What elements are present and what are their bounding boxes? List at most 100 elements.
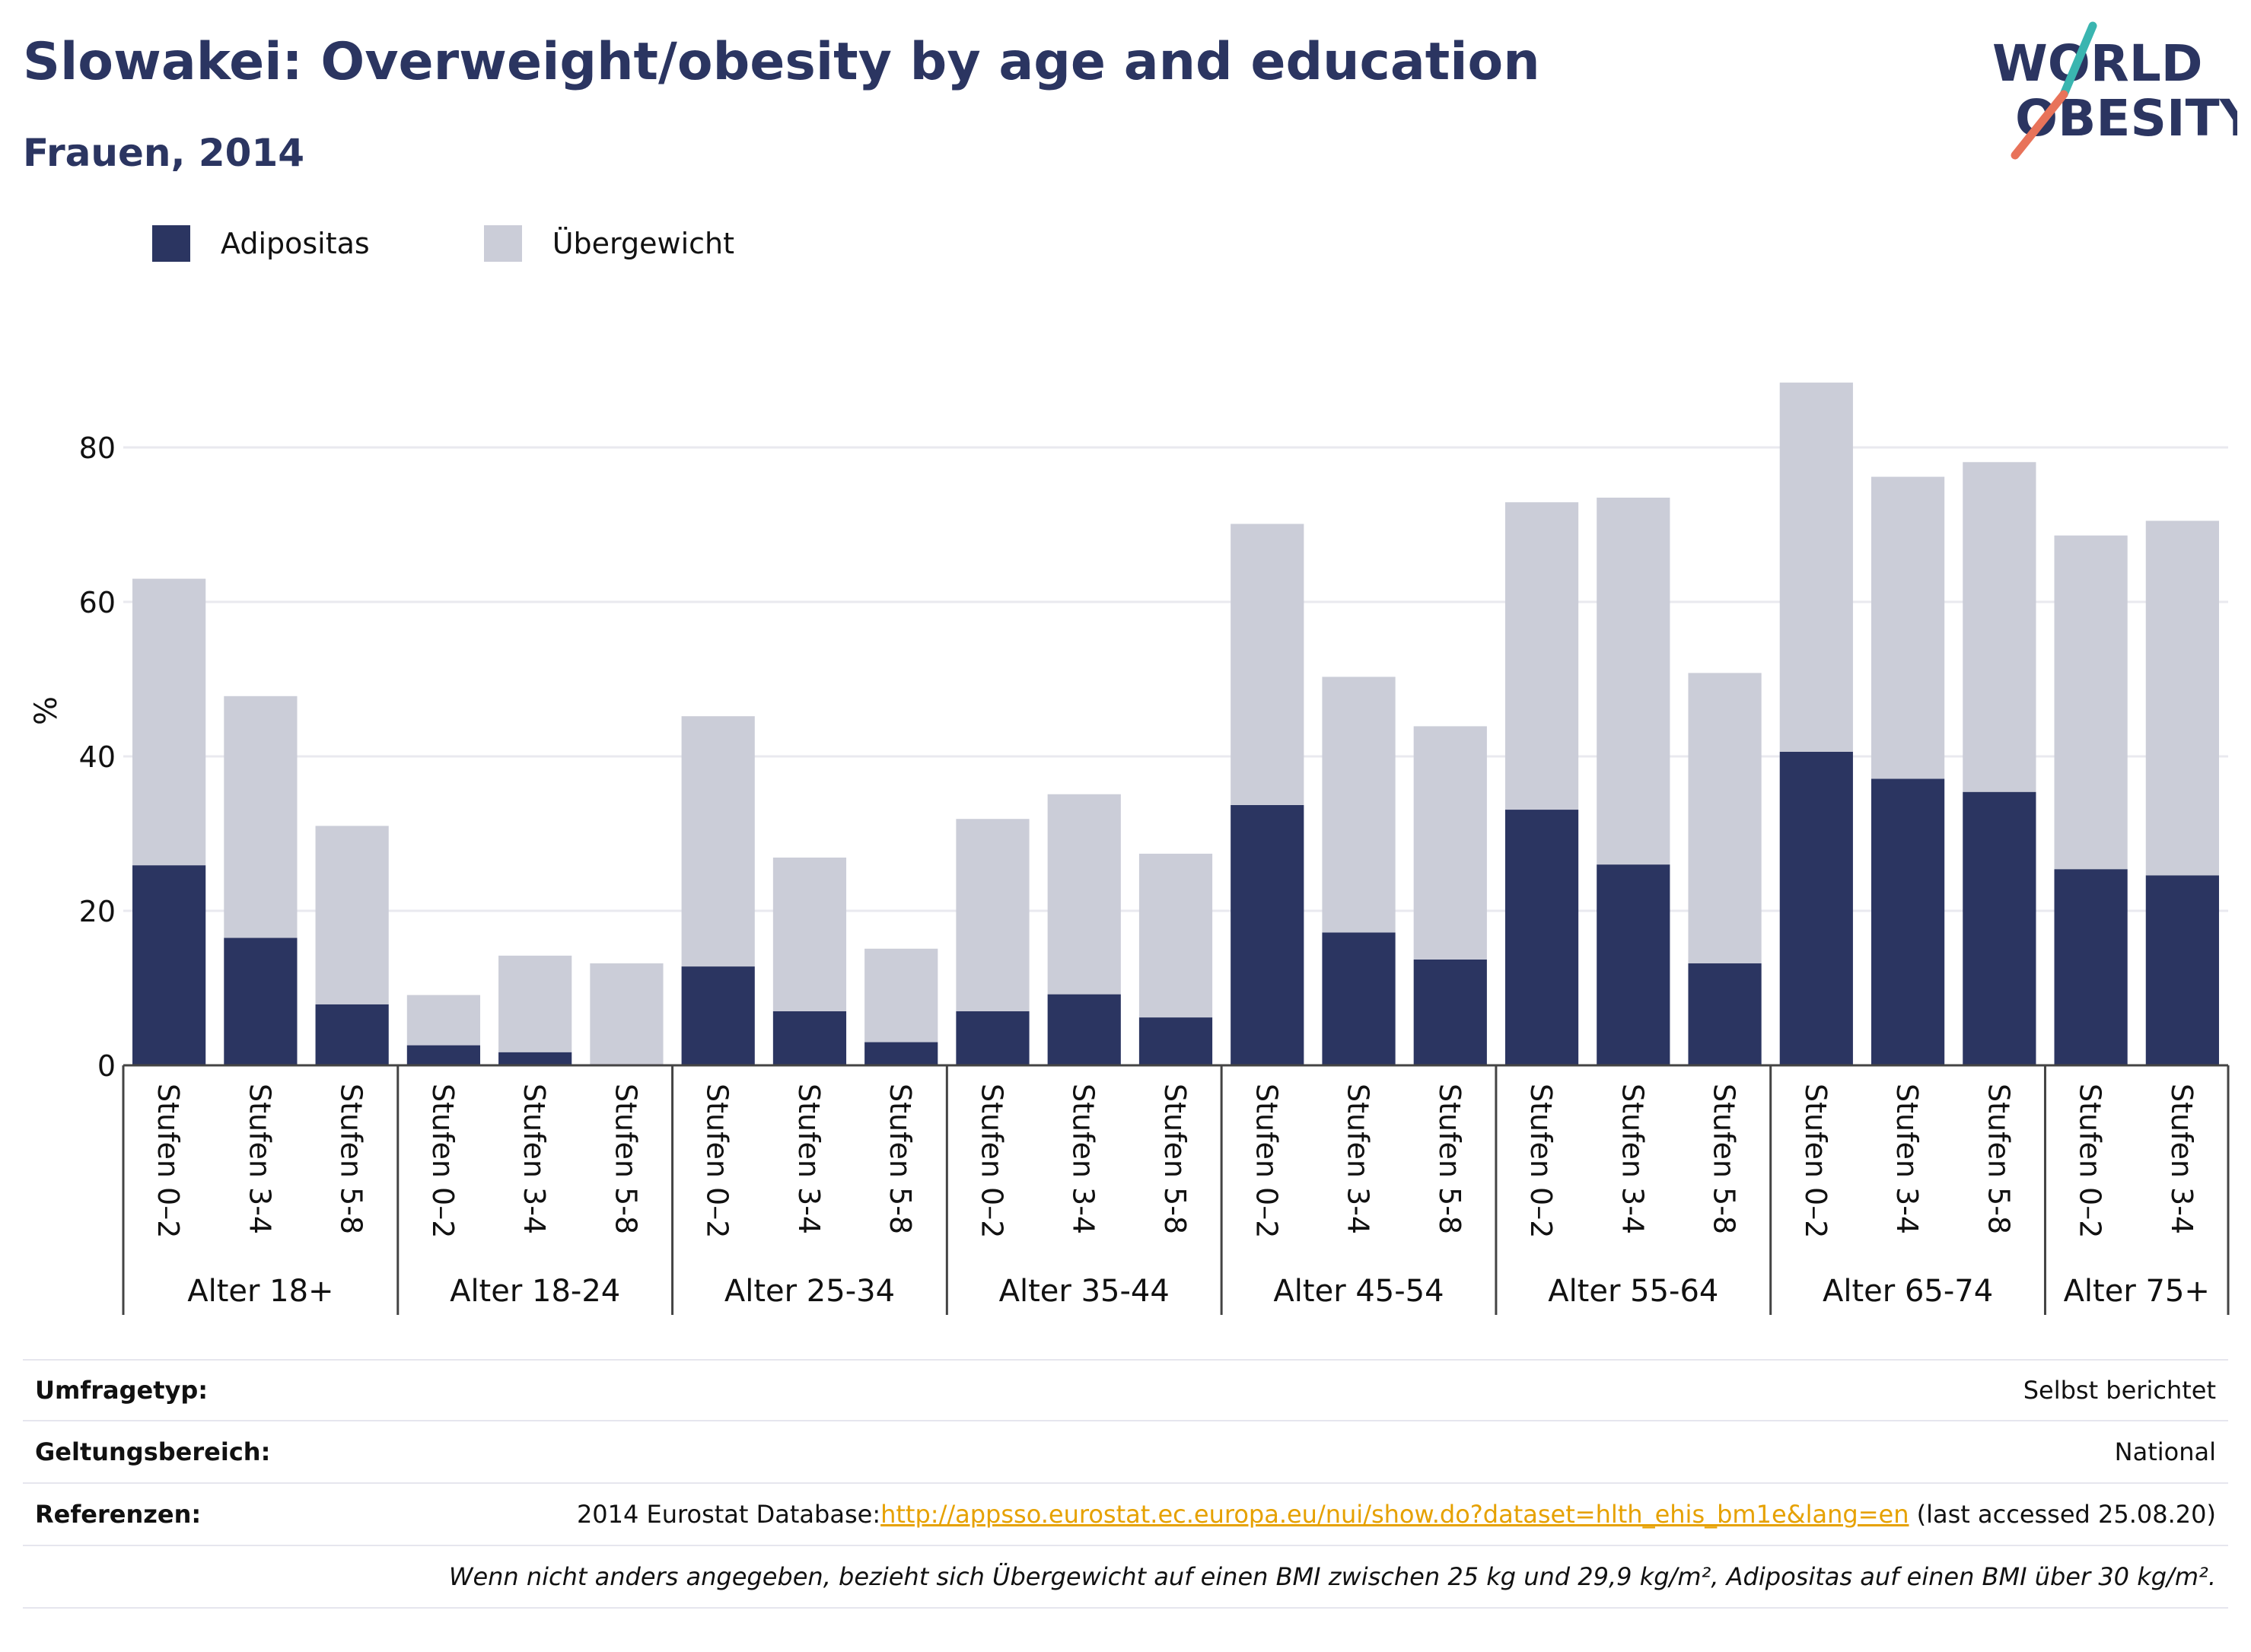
x-tick-label: Stufen 3-4 [243,1084,276,1234]
bar-overweight [224,695,298,938]
x-tick-label: Stufen 0–2 [2074,1084,2107,1238]
bar-overweight [864,948,938,1042]
bar-obesity [864,1042,938,1065]
y-tick-label-60: 60 [79,586,116,619]
references-value: 2014 Eurostat Database:http://appsso.eur… [577,1500,2216,1529]
bar-obesity [956,1011,1030,1065]
y-tick-label-80: 80 [79,431,116,465]
chart-footer: Umfragetyp: Selbst berichtet Geltungsber… [23,1359,2228,1609]
bar-obesity [132,865,206,1065]
footer-row-references: Referenzen: 2014 Eurostat Database:http:… [23,1484,2228,1546]
bar-overweight [1413,726,1487,960]
x-tick-label: Stufen 3-4 [1342,1084,1375,1234]
bar-obesity [681,966,755,1065]
bar-obesity [1597,864,1670,1065]
x-tick-label: Stufen 5-8 [1433,1084,1466,1234]
x-tick-label: Stufen 3-4 [1616,1084,1649,1234]
legend-label-obesity: Adipositas [221,227,370,260]
legend-label-overweight: Übergewicht [552,227,734,260]
x-tick-label: Stufen 0–2 [1524,1084,1558,1238]
legend: Adipositas Übergewicht [152,222,780,265]
bar-overweight [1504,502,1579,810]
bar-obesity [224,937,298,1065]
footer-row-scope: Geltungsbereich: National [23,1421,2228,1484]
bar-obesity [1504,810,1579,1065]
group-label: Alter 65-74 [1823,1274,1993,1309]
bar-overweight [1963,462,2036,792]
chart-title: Slowakei: Overweight/obesity by age and … [23,32,1540,92]
bar-obesity [1047,994,1121,1065]
bar-overweight [590,963,664,1065]
bmi-note: Wenn nicht anders angegeben, bezieht sic… [448,1562,2216,1591]
x-tick-label: Stufen 5-8 [1158,1084,1192,1234]
bar-overweight [1688,673,1762,964]
legend-swatch-overweight [483,225,522,262]
bar-chart: 0 20 40 60 80% Stufen 0–2 Stufen 3-4 Stufen 5-8… [29,382,2230,1315]
x-tick-label: Stufen 3-4 [1890,1084,1924,1234]
x-tick-label: Stufen 5-8 [609,1084,642,1234]
bar-obesity [315,1004,389,1065]
bar-overweight [1047,794,1121,995]
group-label: Alter 18+ [187,1274,333,1309]
references-suffix: (last accessed 25.08.20) [1909,1500,2216,1529]
x-tick-label: Stufen 0–2 [1250,1084,1283,1238]
x-tick-label: Stufen 5-8 [884,1084,917,1234]
x-tick-label: Stufen 0–2 [426,1084,460,1238]
legend-item-overweight[interactable]: Übergewicht [483,225,734,262]
bar-obesity [1688,963,1762,1065]
x-tick-label: Stufen 0–2 [151,1084,185,1238]
x-tick-label: Stufen 3-4 [517,1084,551,1234]
bar-overweight [132,578,206,866]
x-tick-label: Stufen 0–2 [975,1084,1008,1238]
bar-obesity [1138,1017,1213,1065]
bar-obesity [1413,959,1487,1065]
chart-subtitle: Frauen, 2014 [23,131,305,175]
survey-label: Umfragetyp: [35,1376,209,1405]
bar-overweight [498,955,572,1052]
legend-item-obesity[interactable]: Adipositas [152,225,370,262]
group-label: Alter 25-34 [724,1274,895,1309]
bar-overweight [1322,676,1396,933]
group-label: Alter 45-54 [1273,1274,1444,1309]
x-tick-label: Stufen 5-8 [1982,1084,2015,1234]
y-tick-label-0: 0 [97,1049,116,1083]
bar-overweight [956,819,1030,1011]
logo-accent-coral [2011,90,2068,160]
scope-label: Geltungsbereich: [35,1437,271,1466]
bar-overweight [1779,382,1853,752]
references-link[interactable]: http://appsso.eurostat.ec.europa.eu/nui/… [880,1500,1909,1529]
bar-obesity [406,1045,481,1065]
references-label: Referenzen: [35,1500,202,1529]
x-tick-label: Stufen 5-8 [1708,1084,1741,1234]
logo-line-2: OBESITY [2015,89,2237,148]
x-tick-label: Stufen 3-4 [2165,1084,2198,1234]
bar-obesity [1322,932,1396,1065]
logo-line-1: WORLD [1992,34,2203,93]
group-label: Alter 55-64 [1548,1274,1718,1309]
group-label: Alter 35-44 [999,1274,1170,1309]
bar-obesity [2145,875,2219,1065]
bar-overweight [681,716,755,967]
bar-overweight [772,857,847,1011]
group-label: Alter 75+ [2064,1274,2210,1309]
x-tick-label: Stufen 3-4 [1067,1084,1100,1234]
x-tick-label: Stufen 3-4 [792,1084,826,1234]
logo-accent-teal [2059,21,2097,99]
scope-value: National [2114,1437,2216,1466]
bar-overweight [315,826,389,1004]
group-label: Alter 18-24 [450,1274,620,1309]
references-prefix: 2014 Eurostat Database: [576,1500,881,1529]
y-axis-label: % [29,696,64,725]
bar-obesity [1779,751,1853,1065]
world-obesity-logo: WORLD OBESITY [1992,21,2237,160]
survey-value: Selbst berichtet [2023,1376,2216,1405]
bar-overweight [1597,497,1670,865]
footer-row-survey: Umfragetyp: Selbst berichtet [23,1359,2228,1421]
legend-swatch-obesity [152,225,190,262]
x-tick-label: Stufen 0–2 [1799,1084,1832,1238]
x-tick-label: Stufen 0–2 [701,1084,734,1238]
y-tick-label-40: 40 [79,740,116,774]
bar-obesity [772,1011,847,1065]
bar-overweight [2054,535,2128,870]
bar-overweight [2145,520,2219,876]
